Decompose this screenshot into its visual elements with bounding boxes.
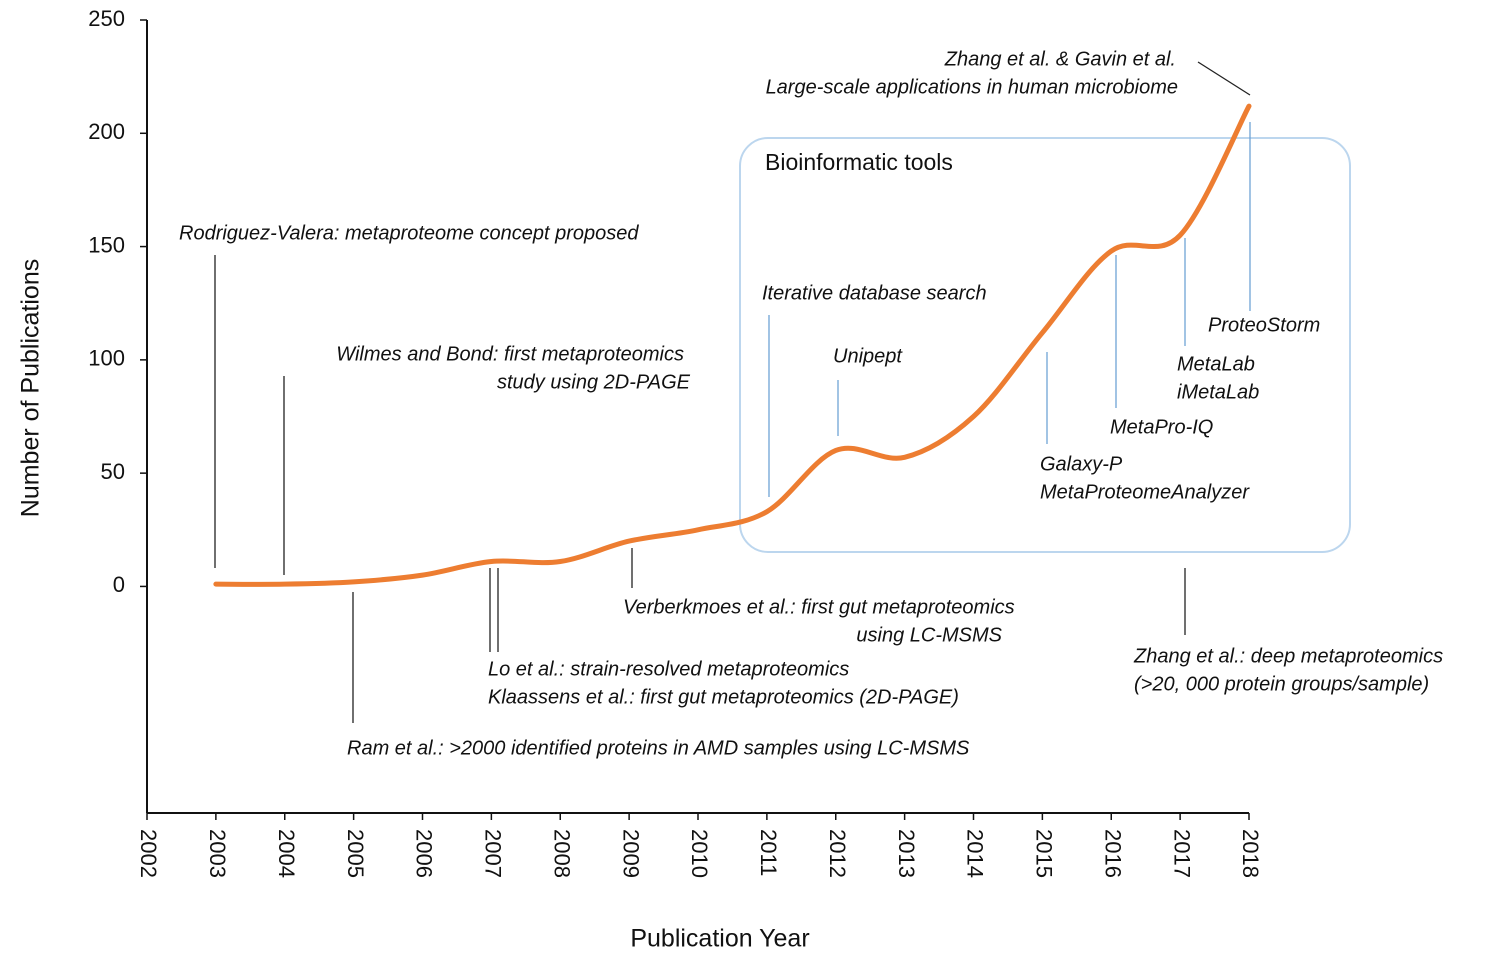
tool-annotation: MetaLab — [1177, 353, 1255, 375]
x-tick-label: 2013 — [894, 829, 919, 878]
annotation: Klaassens et al.: first gut metaproteomi… — [488, 686, 959, 708]
annotation-box — [739, 137, 1351, 553]
tool-annotation: Galaxy-P — [1040, 453, 1123, 475]
y-tick-label: 250 — [88, 6, 125, 31]
x-tick-label: 2003 — [205, 829, 230, 878]
y-tick-label: 0 — [113, 572, 125, 597]
annotation: Ram et al.: >2000 identified proteins in… — [347, 737, 970, 759]
x-tick-label: 2016 — [1100, 829, 1125, 878]
x-tick-label: 2017 — [1169, 829, 1194, 878]
x-tick-label: 2010 — [687, 829, 712, 878]
x-tick-label: 2006 — [412, 829, 437, 878]
annotation: study using 2D-PAGE — [497, 371, 691, 393]
x-tick-label: 2008 — [549, 829, 574, 878]
y-tick-label: 200 — [88, 119, 125, 144]
tool-annotation: MetaPro-IQ — [1110, 416, 1213, 438]
tool-annotation: ProteoStorm — [1208, 314, 1320, 336]
annotation: using LC-MSMS — [856, 624, 1002, 646]
x-tick-label: 2009 — [618, 829, 643, 878]
x-tick-label: 2012 — [825, 829, 850, 878]
leader-line — [1197, 61, 1251, 96]
x-tick-label: 2004 — [274, 829, 299, 878]
x-tick-label: 2007 — [481, 829, 506, 878]
annotation: Lo et al.: strain-resolved metaproteomic… — [488, 658, 849, 680]
x-tick-label: 2015 — [1032, 829, 1057, 878]
x-tick-label: 2005 — [343, 829, 368, 878]
y-axis-title: Number of Publications — [17, 259, 45, 517]
x-tick-label: 2014 — [963, 829, 988, 878]
y-tick-label: 100 — [88, 346, 125, 371]
annotation: Zhang et al. & Gavin et al. — [944, 48, 1176, 70]
annotation: (>20, 000 protein groups/sample) — [1134, 673, 1429, 695]
data-line — [213, 103, 1252, 587]
annotation: Wilmes and Bond: first metaproteomics — [336, 343, 684, 365]
x-tick-label: 2018 — [1238, 829, 1263, 878]
tool-annotation: Iterative database search — [762, 282, 987, 304]
x-tick-label: 2011 — [756, 829, 781, 876]
annotation: Large-scale applications in human microb… — [766, 76, 1178, 98]
annotation: Verberkmoes et al.: first gut metaproteo… — [623, 596, 1015, 618]
y-tick-label: 50 — [101, 459, 125, 484]
x-tick-label: 2002 — [136, 829, 161, 878]
tool-annotation: iMetaLab — [1177, 381, 1259, 403]
annotation: Zhang et al.: deep metaproteomics — [1133, 645, 1443, 667]
y-tick-label: 150 — [88, 232, 125, 257]
annotation: Rodriguez-Valera: metaproteome concept p… — [179, 222, 639, 244]
box-title: Bioinformatic tools — [765, 149, 953, 175]
x-axis-title: Publication Year — [630, 925, 809, 953]
tool-annotation: Unipept — [833, 345, 903, 367]
tool-annotation: MetaProteomeAnalyzer — [1040, 481, 1250, 503]
